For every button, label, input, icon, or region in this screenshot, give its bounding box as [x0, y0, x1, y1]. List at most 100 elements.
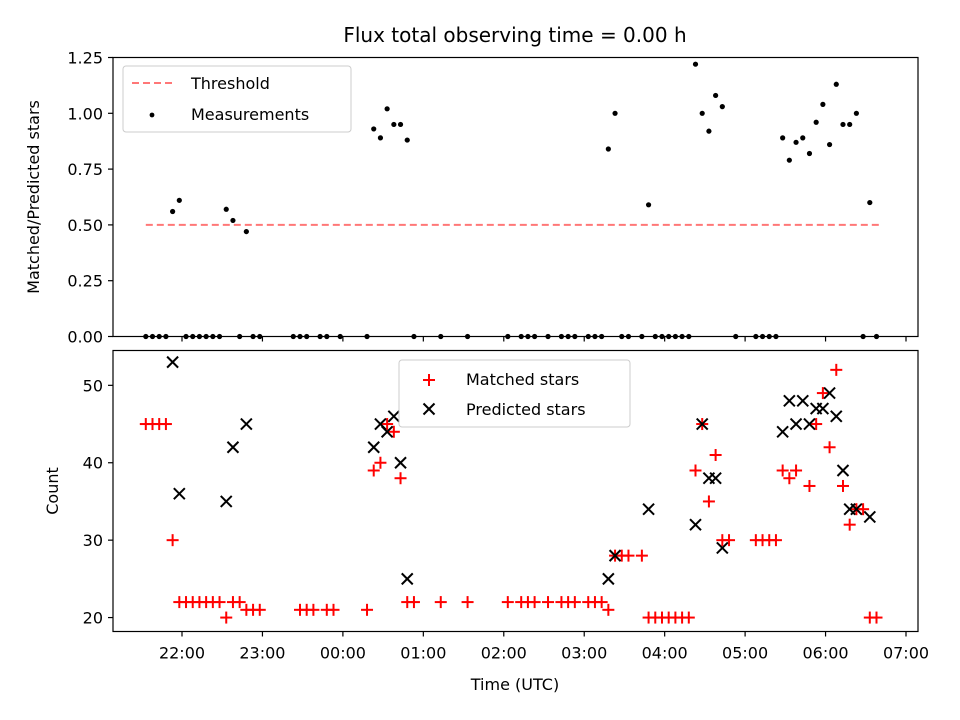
measurement-point-69	[793, 139, 799, 145]
bottom-x-tick-label-4: 02:00	[481, 644, 527, 663]
bottom-legend: Matched stars Predicted stars	[398, 359, 631, 428]
top-y-tick-label-4: 1.00	[67, 104, 103, 123]
matched-star-marker-24	[367, 464, 380, 477]
matched-star-marker-28	[394, 472, 407, 485]
bottom-y-tick-label-1: 30	[83, 531, 103, 550]
bottom-x-tick-label-9: 07:00	[883, 644, 929, 663]
measurement-point-68	[786, 157, 792, 163]
measurement-point-50	[645, 202, 652, 208]
bottom-y-axis-label: Count	[43, 467, 62, 515]
legend-threshold-label: Threshold	[190, 74, 270, 93]
measurement-point-4	[170, 208, 176, 215]
bottom-x-tick-label-8: 06:00	[803, 644, 849, 663]
matched-star-marker-33	[501, 596, 514, 609]
bottom-y-tick-label-3: 50	[83, 376, 103, 395]
matched-star-marker-67	[783, 472, 796, 485]
predicted-star-marker-10	[401, 572, 414, 586]
predicted-star-marker-31	[863, 510, 877, 524]
measurement-point-59	[706, 128, 712, 134]
matched-star-marker-79	[870, 611, 883, 624]
measurement-point-76	[840, 121, 846, 128]
matched-star-marker-65	[769, 534, 782, 547]
predicted-star-marker-14	[689, 518, 702, 531]
matched-star-marker-74	[836, 479, 849, 492]
predicted-star-marker-25	[816, 402, 830, 415]
measurement-point-73	[820, 101, 826, 107]
predicted-star-marker-28	[836, 464, 850, 477]
matched-star-marker-26	[381, 418, 394, 431]
matched-star-marker-61	[723, 534, 736, 547]
measurement-point-70	[800, 135, 806, 141]
legend-matched-swatch	[423, 374, 435, 386]
predicted-star-marker-30	[850, 502, 863, 516]
measurement-point-28	[391, 121, 397, 128]
matched-star-marker-66	[776, 464, 789, 477]
measurement-point-77	[847, 121, 853, 128]
legend-measurements-swatch	[149, 112, 155, 118]
matched-star-marker-27	[387, 425, 400, 438]
predicted-star-marker-18	[716, 541, 729, 555]
bottom-x-tick-label-7: 05:00	[722, 644, 768, 663]
legend-predicted-label: Predicted stars	[466, 400, 586, 419]
predicted-star-marker-22	[796, 394, 809, 408]
top-y-tick-label-3: 0.75	[67, 160, 103, 179]
matched-star-marker-59	[709, 449, 722, 462]
predicted-star-marker-17	[709, 472, 722, 485]
matched-star-marker-17	[253, 603, 266, 616]
matched-star-marker-73	[830, 363, 843, 376]
measurement-point-57	[692, 61, 699, 67]
matched-star-marker-14	[233, 596, 246, 609]
predicted-star-marker-23	[803, 417, 816, 431]
matched-star-marker-47	[622, 549, 635, 562]
predicted-star-marker-20	[783, 394, 796, 408]
bottom-x-tick-label-2: 00:00	[320, 644, 366, 663]
matched-star-marker-12	[220, 611, 233, 624]
measurement-point-29	[397, 121, 404, 128]
top-y-ticks: 0.00 0.25 0.50 0.75 1.00 1.25	[67, 49, 113, 347]
measurement-point-25	[371, 126, 377, 132]
top-legend-box	[122, 65, 352, 133]
bottom-plot-area	[139, 355, 883, 624]
matched-star-marker-3	[159, 418, 172, 431]
predicted-star-marker-11	[602, 572, 615, 586]
bottom-y-tick-label-2: 40	[83, 454, 103, 473]
matched-star-marker-69	[803, 479, 816, 492]
predicted-star-marker-15	[696, 417, 709, 431]
matched-star-marker-23	[361, 603, 374, 616]
measurement-point-80	[867, 199, 873, 206]
matched-star-marker-22	[327, 603, 340, 616]
top-x-ticks	[181, 336, 907, 342]
measurement-point-75	[833, 81, 839, 87]
bottom-x-axis-label: Time (UTC)	[470, 675, 559, 694]
predicted-star-marker-2	[220, 495, 233, 508]
measurement-point-5	[176, 197, 182, 203]
bottom-y-tick-label-0: 20	[83, 609, 103, 628]
bottom-x-tick-label-3: 01:00	[400, 644, 446, 663]
predicted-star-marker-1	[173, 487, 186, 500]
matched-star-marker-48	[635, 549, 648, 562]
bottom-legend-box	[398, 359, 631, 428]
matched-star-marker-40	[568, 596, 581, 609]
measurement-point-60	[713, 92, 719, 99]
predicted-star-marker-13	[642, 502, 655, 516]
matched-star-marker-20	[307, 603, 320, 616]
measurement-point-71	[806, 150, 813, 157]
measurement-point-46	[612, 110, 618, 116]
top-y-tick-label-1: 0.25	[67, 272, 103, 291]
matched-star-marker-77	[857, 503, 870, 516]
bottom-x-tick-label-1: 23:00	[239, 644, 285, 663]
matched-star-marker-58	[702, 495, 715, 508]
measurement-point-78	[853, 110, 859, 116]
predicted-star-marker-12	[608, 549, 622, 562]
measurement-point-27	[384, 106, 390, 112]
measurement-point-30	[404, 137, 410, 143]
predicted-star-marker-7	[380, 425, 394, 438]
legend-matched-label: Matched stars	[466, 370, 579, 389]
measurement-point-67	[780, 135, 786, 141]
matched-star-marker-4	[166, 534, 179, 547]
matched-star-marker-32	[461, 596, 474, 609]
top-legend: Threshold Measurements	[122, 65, 352, 133]
matched-star-marker-44	[602, 603, 615, 616]
bottom-x-tick-label-0: 22:00	[159, 644, 205, 663]
